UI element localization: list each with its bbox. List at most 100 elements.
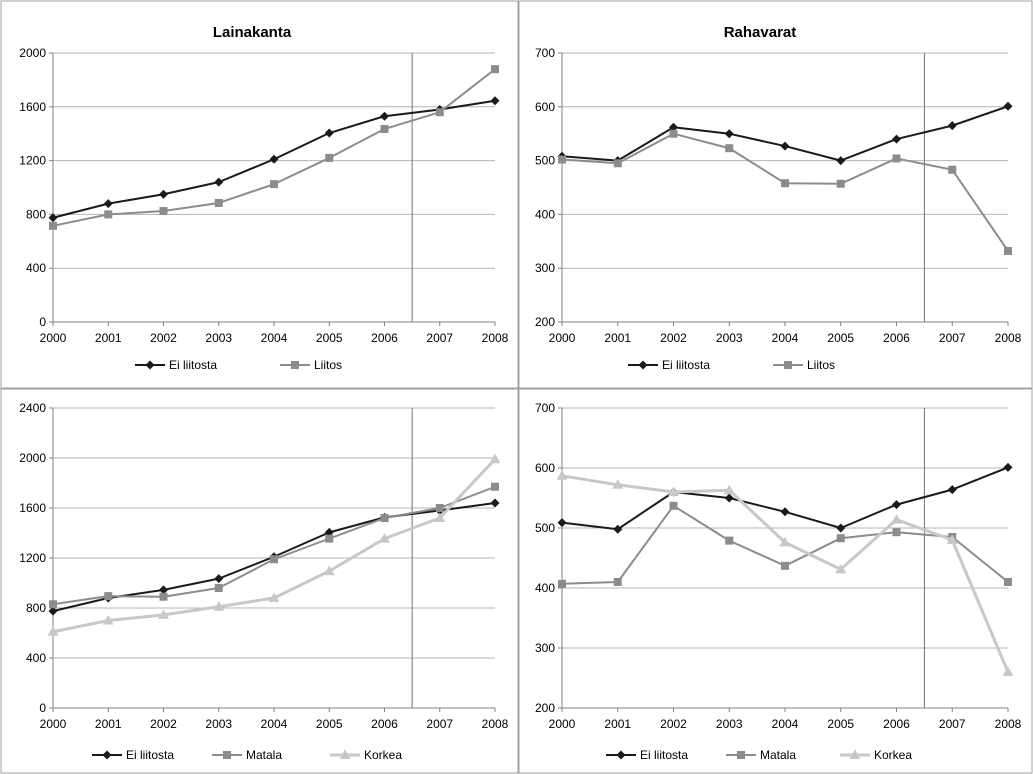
legend-label: Korkea bbox=[874, 748, 912, 762]
y-tick-label: 400 bbox=[535, 581, 555, 595]
data-point bbox=[435, 108, 444, 117]
data-point bbox=[103, 199, 113, 209]
x-tick-label: 2000 bbox=[549, 717, 576, 731]
x-tick-label: 2004 bbox=[772, 331, 799, 345]
x-tick-label: 2002 bbox=[150, 717, 177, 731]
y-tick-label: 800 bbox=[26, 207, 46, 221]
x-tick-label: 2007 bbox=[426, 717, 453, 731]
data-point bbox=[158, 609, 169, 619]
series-liitos bbox=[558, 129, 1012, 255]
data-point bbox=[892, 528, 901, 537]
data-point bbox=[213, 601, 225, 611]
legend-label: Korkea bbox=[364, 748, 402, 762]
data-point bbox=[325, 534, 334, 543]
legend-label: Matala bbox=[246, 748, 282, 762]
data-point bbox=[892, 134, 901, 144]
legend-marker bbox=[849, 749, 861, 759]
y-tick-label: 500 bbox=[535, 521, 555, 535]
x-tick-label: 2003 bbox=[716, 331, 743, 345]
data-point bbox=[557, 518, 567, 528]
x-tick-label: 2002 bbox=[150, 331, 177, 345]
data-point bbox=[669, 122, 678, 132]
x-tick-label: 2007 bbox=[939, 331, 966, 345]
legend-label: Matala bbox=[760, 748, 796, 762]
data-point bbox=[323, 565, 335, 576]
data-point bbox=[268, 592, 280, 602]
x-tick-label: 2004 bbox=[261, 331, 288, 345]
data-point bbox=[49, 600, 57, 609]
data-point bbox=[380, 124, 389, 133]
y-tick-label: 200 bbox=[535, 315, 555, 329]
legend: Ei liitosta Matala Korkea bbox=[606, 748, 912, 762]
data-point bbox=[613, 159, 622, 168]
data-point bbox=[724, 493, 734, 503]
legend-item: Ei liitosta bbox=[92, 748, 174, 762]
series-line bbox=[52, 458, 497, 634]
legend-marker bbox=[145, 360, 155, 370]
x-tick-label: 2003 bbox=[716, 717, 743, 731]
data-point bbox=[725, 536, 734, 545]
y-tick-label: 600 bbox=[535, 461, 555, 475]
data-point bbox=[891, 514, 902, 524]
legend-item: Korkea bbox=[330, 748, 402, 762]
data-point bbox=[380, 514, 389, 522]
x-tick-label: 2005 bbox=[316, 717, 343, 731]
data-point bbox=[836, 156, 846, 166]
data-point bbox=[1003, 101, 1013, 111]
legend-item: Liitos bbox=[773, 358, 835, 372]
series-line bbox=[561, 105, 1009, 162]
x-tick-label: 2003 bbox=[205, 717, 232, 731]
series-line bbox=[561, 474, 1010, 673]
data-point bbox=[669, 129, 678, 138]
y-tick-label: 300 bbox=[535, 641, 555, 655]
x-tick-label: 2005 bbox=[827, 331, 854, 345]
x-tick-label: 2008 bbox=[995, 331, 1022, 345]
panel-frame-3 bbox=[0, 388, 519, 774]
data-point bbox=[1003, 462, 1013, 472]
data-point bbox=[780, 507, 790, 517]
data-point bbox=[491, 65, 499, 74]
data-point bbox=[48, 213, 58, 223]
data-point bbox=[379, 533, 390, 543]
x-tick-label: 2000 bbox=[40, 717, 67, 731]
data-point bbox=[1002, 666, 1014, 676]
data-point bbox=[836, 179, 845, 188]
series-line bbox=[52, 485, 496, 606]
x-tick-label: 2007 bbox=[426, 331, 453, 345]
y-tick-label: 1200 bbox=[19, 551, 46, 565]
chart-title: Lainakanta bbox=[213, 24, 292, 41]
x-tick-label: 2004 bbox=[261, 717, 288, 731]
data-point bbox=[325, 153, 334, 162]
legend-item: Liitos bbox=[280, 358, 342, 372]
legend-marker bbox=[291, 361, 299, 369]
chart-panel-rahavarat-scenarios: 200 300 400 500 600 700 2000 2001 2002 2003 2004 20… bbox=[535, 401, 1022, 762]
x-tick-label: 2007 bbox=[939, 717, 966, 731]
y-tick-label: 400 bbox=[26, 261, 46, 275]
legend-item: Korkea bbox=[840, 748, 912, 762]
x-tick-label: 2008 bbox=[482, 717, 509, 731]
data-point bbox=[270, 180, 278, 189]
data-point bbox=[556, 470, 568, 480]
series-korkea bbox=[556, 470, 1014, 676]
series-ei-liitosta bbox=[557, 101, 1013, 166]
legend-marker bbox=[616, 750, 626, 760]
series-matala bbox=[49, 482, 499, 609]
y-tick-label: 2400 bbox=[19, 401, 46, 415]
data-point bbox=[612, 479, 624, 489]
panel-frame-1 bbox=[0, 0, 519, 389]
data-point bbox=[214, 584, 223, 592]
y-tick-label: 400 bbox=[535, 207, 555, 221]
legend-marker bbox=[638, 360, 648, 370]
legend-label: Ei liitosta bbox=[662, 358, 710, 372]
series-korkea bbox=[47, 453, 501, 636]
x-tick-label: 2003 bbox=[205, 331, 232, 345]
data-point bbox=[558, 579, 566, 588]
chart-panel-lainakanta: Lainakanta 0 400 800 1200 1600 2000 2000 2001 20… bbox=[19, 24, 508, 372]
x-tick-label: 2000 bbox=[40, 331, 67, 345]
legend-item: Matala bbox=[212, 748, 282, 762]
x-tick-label: 2006 bbox=[883, 717, 910, 731]
data-point bbox=[613, 578, 622, 586]
data-point bbox=[214, 574, 224, 584]
y-tick-label: 0 bbox=[39, 701, 46, 715]
